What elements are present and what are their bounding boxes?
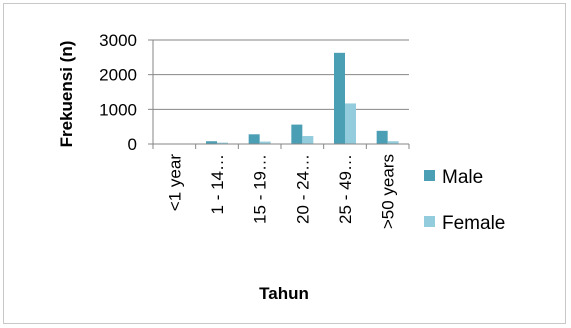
- legend-label-male: Male: [442, 167, 483, 188]
- legend-swatch-male: [424, 170, 435, 181]
- y-tick-label: 3000: [99, 31, 137, 50]
- legend: Male Female: [424, 167, 505, 234]
- bar-male-2: [248, 134, 260, 144]
- bar-male-3: [291, 124, 303, 144]
- gridlines: [153, 39, 409, 110]
- x-tick-label: 20 - 24…: [293, 154, 312, 224]
- legend-swatch-female: [424, 216, 435, 227]
- y-tick-label: 2000: [99, 66, 137, 85]
- bar-male-5: [376, 130, 388, 144]
- x-tick-label: 25 - 49…: [336, 154, 355, 224]
- x-axis-label: Tahun: [259, 284, 309, 303]
- x-axis-tick-labels: <1 year 1 - 14… 15 - 19… 20 - 24… 25 - 49… >5…: [165, 154, 397, 229]
- y-axis-ticks: 0 1000 2000 3000: [99, 31, 154, 154]
- x-axis: [152, 143, 410, 149]
- bar-male-1: [206, 141, 217, 144]
- bar-female-4: [345, 103, 356, 144]
- bar-female-2: [259, 141, 271, 144]
- chart-frame: [3, 3, 566, 324]
- y-tick-label: 0: [128, 135, 137, 154]
- bar-female-3: [302, 136, 314, 144]
- x-tick-label: 1 - 14…: [208, 154, 227, 214]
- legend-label-female: Female: [442, 213, 505, 234]
- y-axis-label: Frekuensi (n): [57, 41, 76, 148]
- bar-female-5: [387, 141, 399, 144]
- x-tick-label: 15 - 19…: [251, 154, 270, 224]
- y-tick-label: 1000: [99, 100, 137, 119]
- bar-female-1: [217, 142, 228, 144]
- x-tick-label: >50 years: [379, 154, 398, 229]
- bar-male-4: [334, 52, 345, 144]
- x-tick-label: <1 year: [165, 154, 184, 212]
- bars: [163, 52, 399, 144]
